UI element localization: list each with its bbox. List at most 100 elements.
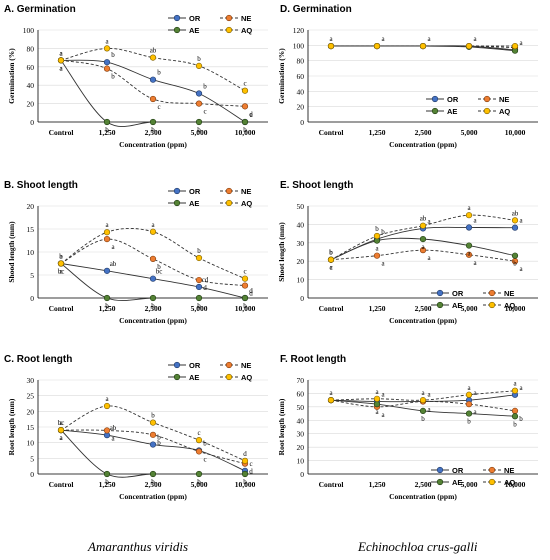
data-point-ae <box>103 294 111 302</box>
y-tick-label: 0 <box>30 294 34 303</box>
legend-item-aq: AQ <box>483 301 515 310</box>
legend-label: AQ <box>241 26 252 35</box>
y-tick-label: 80 <box>27 44 35 53</box>
legend-swatch-marker <box>488 301 496 309</box>
data-point-ae <box>103 118 111 126</box>
x-tick-label: 1,250 <box>369 480 386 489</box>
significance-letter: b <box>197 478 201 486</box>
data-point-aq <box>241 275 249 282</box>
legend-swatch-marker <box>173 187 181 195</box>
significance-letter: b <box>197 126 201 134</box>
data-point-aq <box>373 42 381 50</box>
data-point-or <box>149 275 157 282</box>
data-point-aq <box>149 54 157 61</box>
legend-label: AE <box>447 107 457 116</box>
data-point-ae <box>195 470 203 478</box>
significance-letter: ab <box>110 260 117 268</box>
significance-letter: a <box>381 390 385 398</box>
significance-letter: a <box>519 39 523 47</box>
x-tick-label: 1,250 <box>99 128 116 137</box>
data-point-aq <box>195 254 203 262</box>
legend-swatch-marker <box>173 14 181 22</box>
significance-letter: b <box>243 302 247 310</box>
significance-letter: a <box>59 49 63 57</box>
series-line-aq <box>60 227 246 280</box>
data-point-aq <box>419 222 427 229</box>
significance-letter: b <box>105 478 109 486</box>
legend-item-ae: AE <box>431 301 462 310</box>
x-tick-label: 2,500 <box>415 480 432 489</box>
legend-item-aq: AQ <box>483 478 515 487</box>
significance-letter: a <box>105 37 109 45</box>
data-point-aq <box>465 42 473 50</box>
significance-letter: cd <box>202 276 209 284</box>
x-tick-label: 5,000 <box>461 128 478 137</box>
significance-letter: a <box>59 268 63 276</box>
significance-letter: b <box>197 302 201 310</box>
legend-item-ae: AE <box>431 478 462 487</box>
data-point-aq <box>57 57 65 64</box>
y-axis-label: Germination (%) <box>277 48 286 104</box>
data-point-aq <box>195 62 203 69</box>
legend-item-ne: NE <box>220 361 251 370</box>
legend-item-or: OR <box>426 95 459 104</box>
legend-swatch-marker <box>483 107 491 115</box>
y-tick-label: 0 <box>30 470 34 479</box>
y-tick-label: 30 <box>27 376 35 385</box>
significance-letter: a <box>375 388 379 396</box>
chart-title: D. Germination <box>280 4 352 15</box>
significance-letter: a <box>427 217 431 225</box>
data-point-aq <box>327 397 335 404</box>
legend-swatch-marker <box>436 478 444 486</box>
x-tick-label: 10,000 <box>235 480 256 489</box>
data-point-ae <box>511 413 519 420</box>
legend-label: AQ <box>504 301 515 310</box>
data-point-or <box>103 59 111 66</box>
legend-swatch-marker <box>225 14 233 22</box>
significance-letter: a <box>375 245 379 253</box>
data-point-ne <box>511 407 519 414</box>
legend-label: AE <box>189 373 199 382</box>
significance-letter: a <box>59 434 63 442</box>
significance-letter: a <box>421 243 425 251</box>
series-line-aq <box>60 47 246 92</box>
chart-panel-e-shoot-length: E. Shoot length 0 10 20 30 40 50 Control 1,250 2,… <box>277 180 538 325</box>
legend-swatch-marker <box>488 478 496 486</box>
significance-letter: b <box>151 302 155 310</box>
significance-letter: c <box>203 455 206 463</box>
significance-letter: a <box>329 35 333 43</box>
legend-swatch-marker <box>173 361 181 369</box>
data-point-or <box>195 283 203 291</box>
data-point-ne <box>241 103 249 110</box>
x-tick-label: 10,000 <box>505 128 526 137</box>
y-tick-label: 10 <box>297 276 305 285</box>
data-point-aq <box>373 395 381 402</box>
x-tick-label: 10,000 <box>235 304 256 313</box>
y-axis-label: Germination (%) <box>7 48 16 104</box>
legend-item-or: OR <box>431 466 464 475</box>
data-point-aq <box>511 217 519 224</box>
significance-letter: b <box>157 434 161 442</box>
legend-label: AE <box>452 478 462 487</box>
data-point-ae <box>241 118 249 126</box>
x-tick-label: Control <box>319 128 344 137</box>
legend-item-aq: AQ <box>220 199 252 208</box>
data-point-or <box>149 76 157 83</box>
data-point-aq <box>241 87 249 94</box>
x-tick-label: 5,000 <box>461 304 478 313</box>
legend-item-ne: NE <box>220 14 251 23</box>
legend-label: AQ <box>499 107 510 116</box>
legend-item-ne: NE <box>220 187 251 196</box>
significance-letter: a <box>473 259 477 267</box>
chart-panel-c-root-length: C. Root length 0 5 10 15 20 25 30 Control 1,250 2,… <box>4 354 268 501</box>
data-point-aq <box>149 419 157 426</box>
x-axis-label: Concentration (ppm) <box>119 492 187 501</box>
x-tick-label: 2,500 <box>145 480 162 489</box>
chart-title: E. Shoot length <box>280 180 353 191</box>
legend-swatch-marker <box>225 26 233 34</box>
data-point-aq <box>419 397 427 404</box>
data-point-ne <box>419 247 427 254</box>
legend-item-aq: AQ <box>220 373 252 382</box>
significance-letter: a <box>329 264 333 272</box>
significance-letter: c <box>243 80 246 88</box>
